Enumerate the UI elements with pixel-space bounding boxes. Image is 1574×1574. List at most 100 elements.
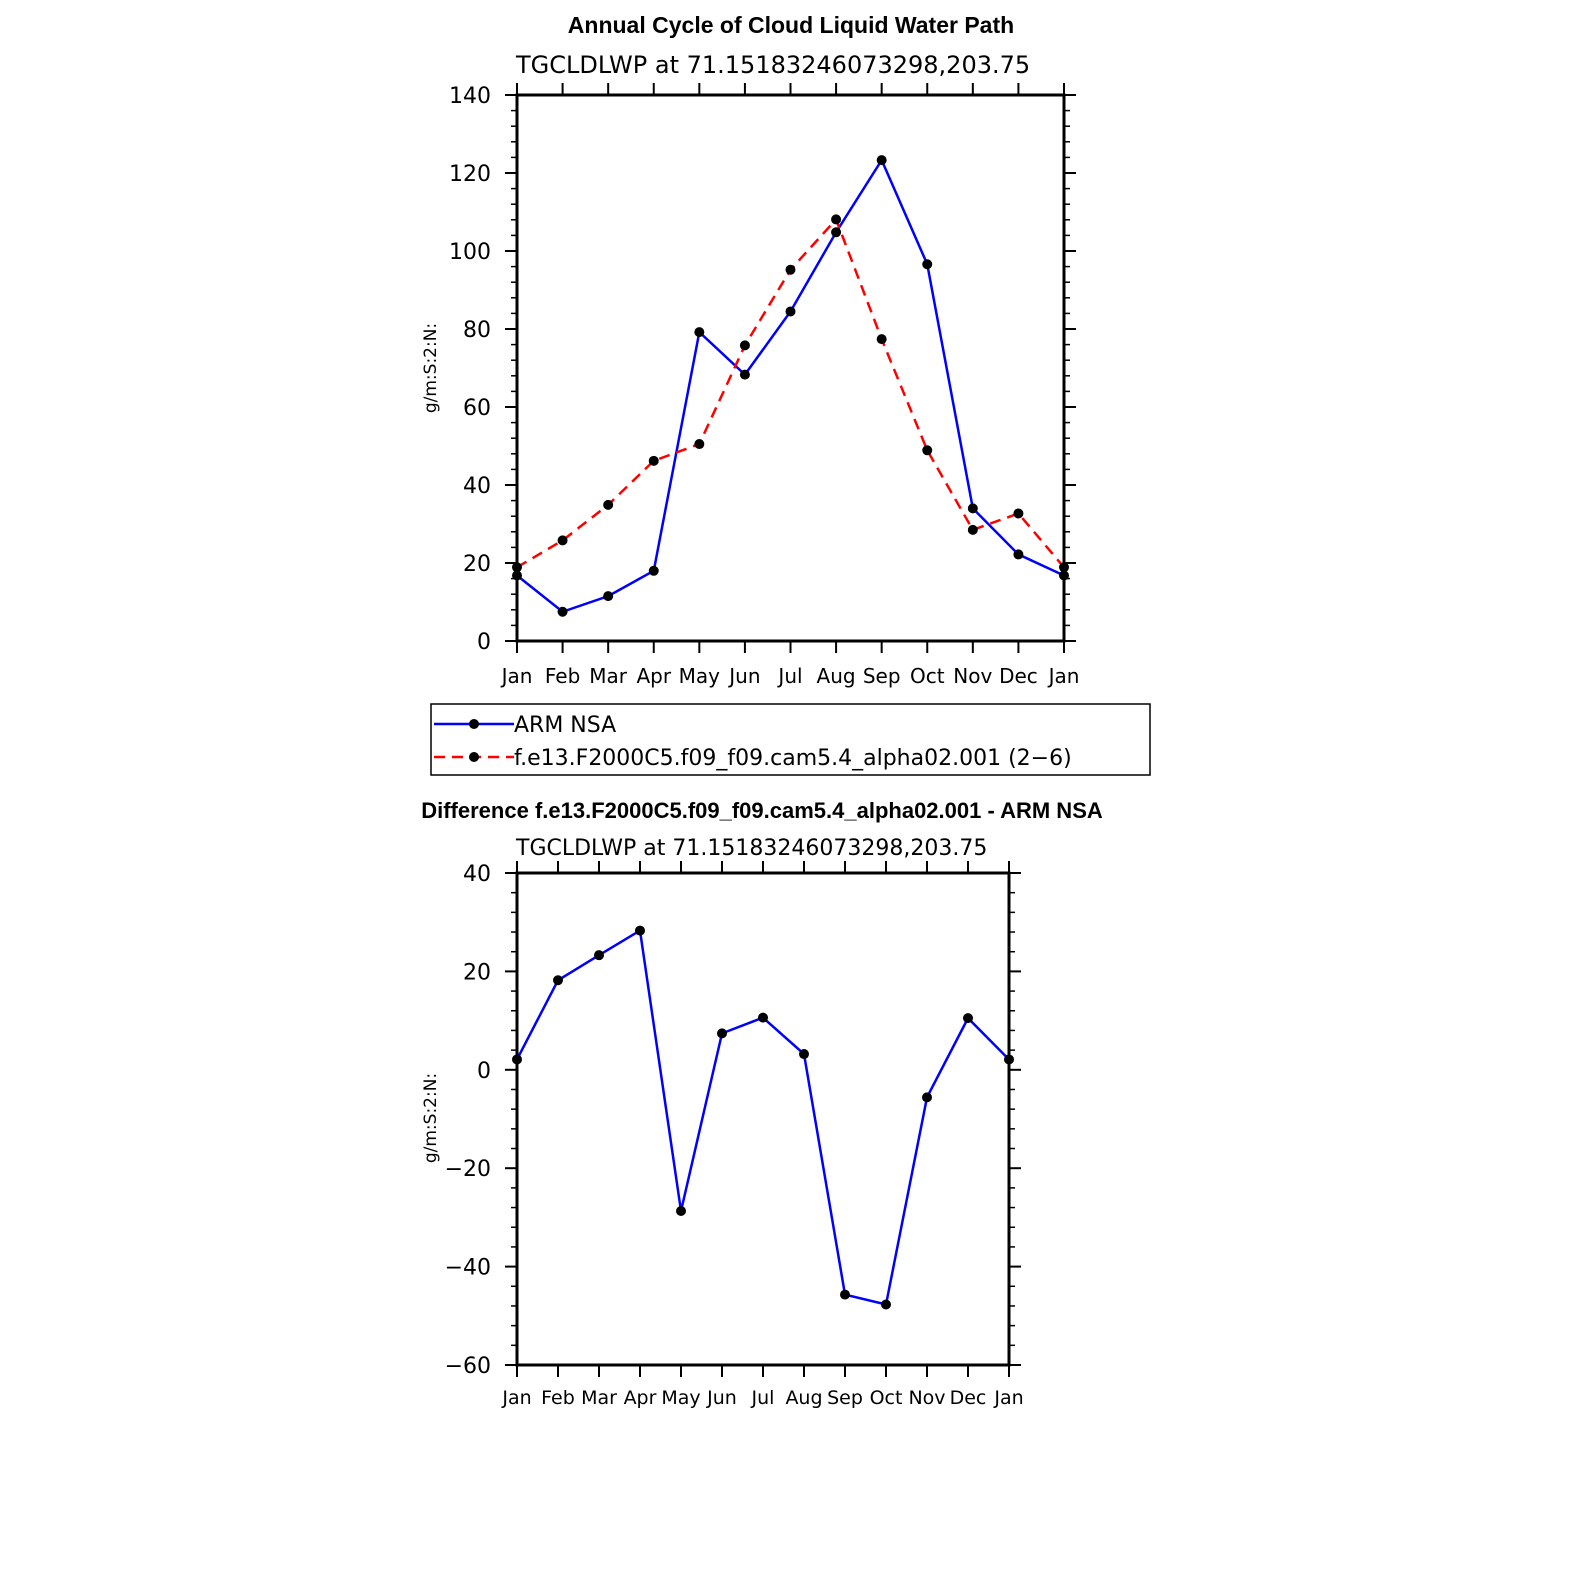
- data-point: [967, 503, 978, 514]
- y-tick-label: −60: [445, 1354, 491, 1379]
- data-point: [694, 327, 705, 338]
- data-point: [922, 1092, 932, 1103]
- y-tick-label: 0: [477, 630, 491, 655]
- y-tick-label: 40: [463, 862, 491, 887]
- x-tick-label: Apr: [636, 664, 671, 688]
- x-tick-label: Jun: [706, 1387, 737, 1409]
- data-point: [831, 227, 842, 238]
- data-point: [876, 155, 887, 166]
- data-point: [594, 950, 604, 961]
- x-tick-label: Jan: [500, 664, 533, 688]
- difference-chart: Difference f.e13.F2000C5.f09_f09.cam5.4_…: [421, 798, 1103, 1409]
- x-tick-label: Dec: [950, 1387, 987, 1409]
- plot-frame: [515, 93, 1066, 643]
- x-tick-label: Jul: [751, 1387, 775, 1409]
- x-tick-label: Aug: [817, 664, 856, 688]
- y-tick-label: 80: [463, 318, 491, 343]
- axis-ticks: Jan Feb Mar Apr May Jun Jul Aug Sep Oct Nov Dec Jan 0…: [449, 83, 1079, 688]
- x-tick-label: Sep: [863, 664, 901, 688]
- y-tick-label: 0: [477, 1059, 491, 1084]
- y-axis-label: g/m:S:2:N:: [421, 323, 441, 413]
- legend-label-arm-nsa: ARM NSA: [514, 713, 616, 738]
- y-tick-label: 120: [449, 162, 491, 187]
- data-point: [799, 1049, 809, 1060]
- chart-subtitle: TGCLDLWP at 71.15183246073298,203.75: [515, 836, 987, 861]
- legend-label-model: f.e13.F2000C5.f09_f09.cam5.4_alpha02.001…: [514, 746, 1072, 771]
- series-lines: [512, 925, 1014, 1310]
- data-point: [635, 925, 645, 936]
- series-lines: [512, 155, 1069, 617]
- x-tick-label: Dec: [999, 664, 1038, 688]
- data-point: [603, 591, 614, 602]
- y-tick-label: 60: [463, 396, 491, 421]
- data-point: [785, 264, 796, 275]
- x-tick-label: May: [661, 1387, 700, 1409]
- data-point: [785, 306, 796, 317]
- x-tick-label: Oct: [910, 664, 945, 688]
- y-tick-label: 140: [449, 84, 491, 109]
- x-tick-label: Jan: [993, 1387, 1023, 1409]
- x-tick-label: Oct: [870, 1387, 903, 1409]
- series-line-0: [516, 157, 1065, 614]
- data-point: [840, 1289, 850, 1300]
- data-point: [831, 214, 842, 225]
- x-tick-label: Mar: [581, 1387, 617, 1409]
- x-tick-label: Jan: [501, 1387, 531, 1409]
- data-point: [1013, 508, 1024, 519]
- data-point: [739, 340, 750, 351]
- axis-ticks: Jan Feb Mar Apr May Jun Jul Aug Sep Oct Nov Dec Jan−…: [445, 861, 1024, 1409]
- plot-frame: [515, 871, 1011, 1367]
- data-point: [881, 1299, 891, 1310]
- x-tick-label: Aug: [785, 1387, 822, 1409]
- x-tick-label: May: [679, 664, 721, 688]
- data-point: [876, 334, 887, 345]
- y-axis-label: g/m:S:2:N:: [421, 1073, 441, 1163]
- data-point: [1059, 562, 1069, 573]
- chart-title: Annual Cycle of Cloud Liquid Water Path: [568, 12, 1014, 38]
- data-point: [603, 499, 614, 510]
- y-tick-label: 20: [463, 552, 491, 577]
- chart-title: Difference f.e13.F2000C5.f09_f09.cam5.4_…: [421, 798, 1103, 823]
- x-tick-label: Jan: [1047, 664, 1080, 688]
- series-line-0: [515, 928, 1010, 1307]
- x-tick-label: Feb: [545, 664, 580, 688]
- x-tick-label: Nov: [953, 664, 992, 688]
- data-point: [512, 570, 522, 581]
- data-point: [694, 439, 705, 450]
- data-point: [512, 1054, 522, 1065]
- y-tick-label: 40: [463, 474, 491, 499]
- x-tick-label: Jul: [776, 664, 802, 688]
- data-point: [557, 535, 568, 546]
- chart-subtitle: TGCLDLWP at 71.15183246073298,203.75: [515, 51, 1030, 79]
- data-point: [922, 445, 933, 456]
- y-tick-label: 100: [449, 240, 491, 265]
- x-tick-label: Jun: [727, 664, 760, 688]
- data-point: [676, 1206, 686, 1217]
- data-point: [967, 524, 978, 535]
- x-tick-label: Mar: [589, 664, 628, 688]
- data-point: [922, 259, 933, 270]
- data-point: [1004, 1054, 1014, 1065]
- legend-marker-model: [469, 752, 479, 762]
- x-tick-label: Feb: [541, 1387, 575, 1409]
- y-tick-label: 20: [463, 960, 491, 985]
- legend-marker-arm-nsa: [469, 719, 479, 729]
- data-point: [1013, 549, 1024, 560]
- data-point: [739, 369, 750, 380]
- data-point: [553, 975, 563, 986]
- data-point: [557, 606, 568, 617]
- y-tick-label: −20: [445, 1157, 491, 1182]
- data-point: [963, 1013, 973, 1024]
- data-point: [648, 455, 659, 466]
- annual-cycle-chart: Annual Cycle of Cloud Liquid Water Path …: [421, 12, 1151, 776]
- x-tick-label: Sep: [827, 1387, 863, 1409]
- legend: ARM NSA f.e13.F2000C5.f09_f09.cam5.4_alp…: [430, 703, 1151, 776]
- data-point: [648, 565, 659, 576]
- legend-box: [430, 703, 1151, 776]
- data-point: [1059, 570, 1069, 581]
- data-point: [512, 562, 522, 573]
- data-point: [717, 1028, 727, 1039]
- x-tick-label: Nov: [908, 1387, 945, 1409]
- y-tick-label: −40: [445, 1256, 491, 1281]
